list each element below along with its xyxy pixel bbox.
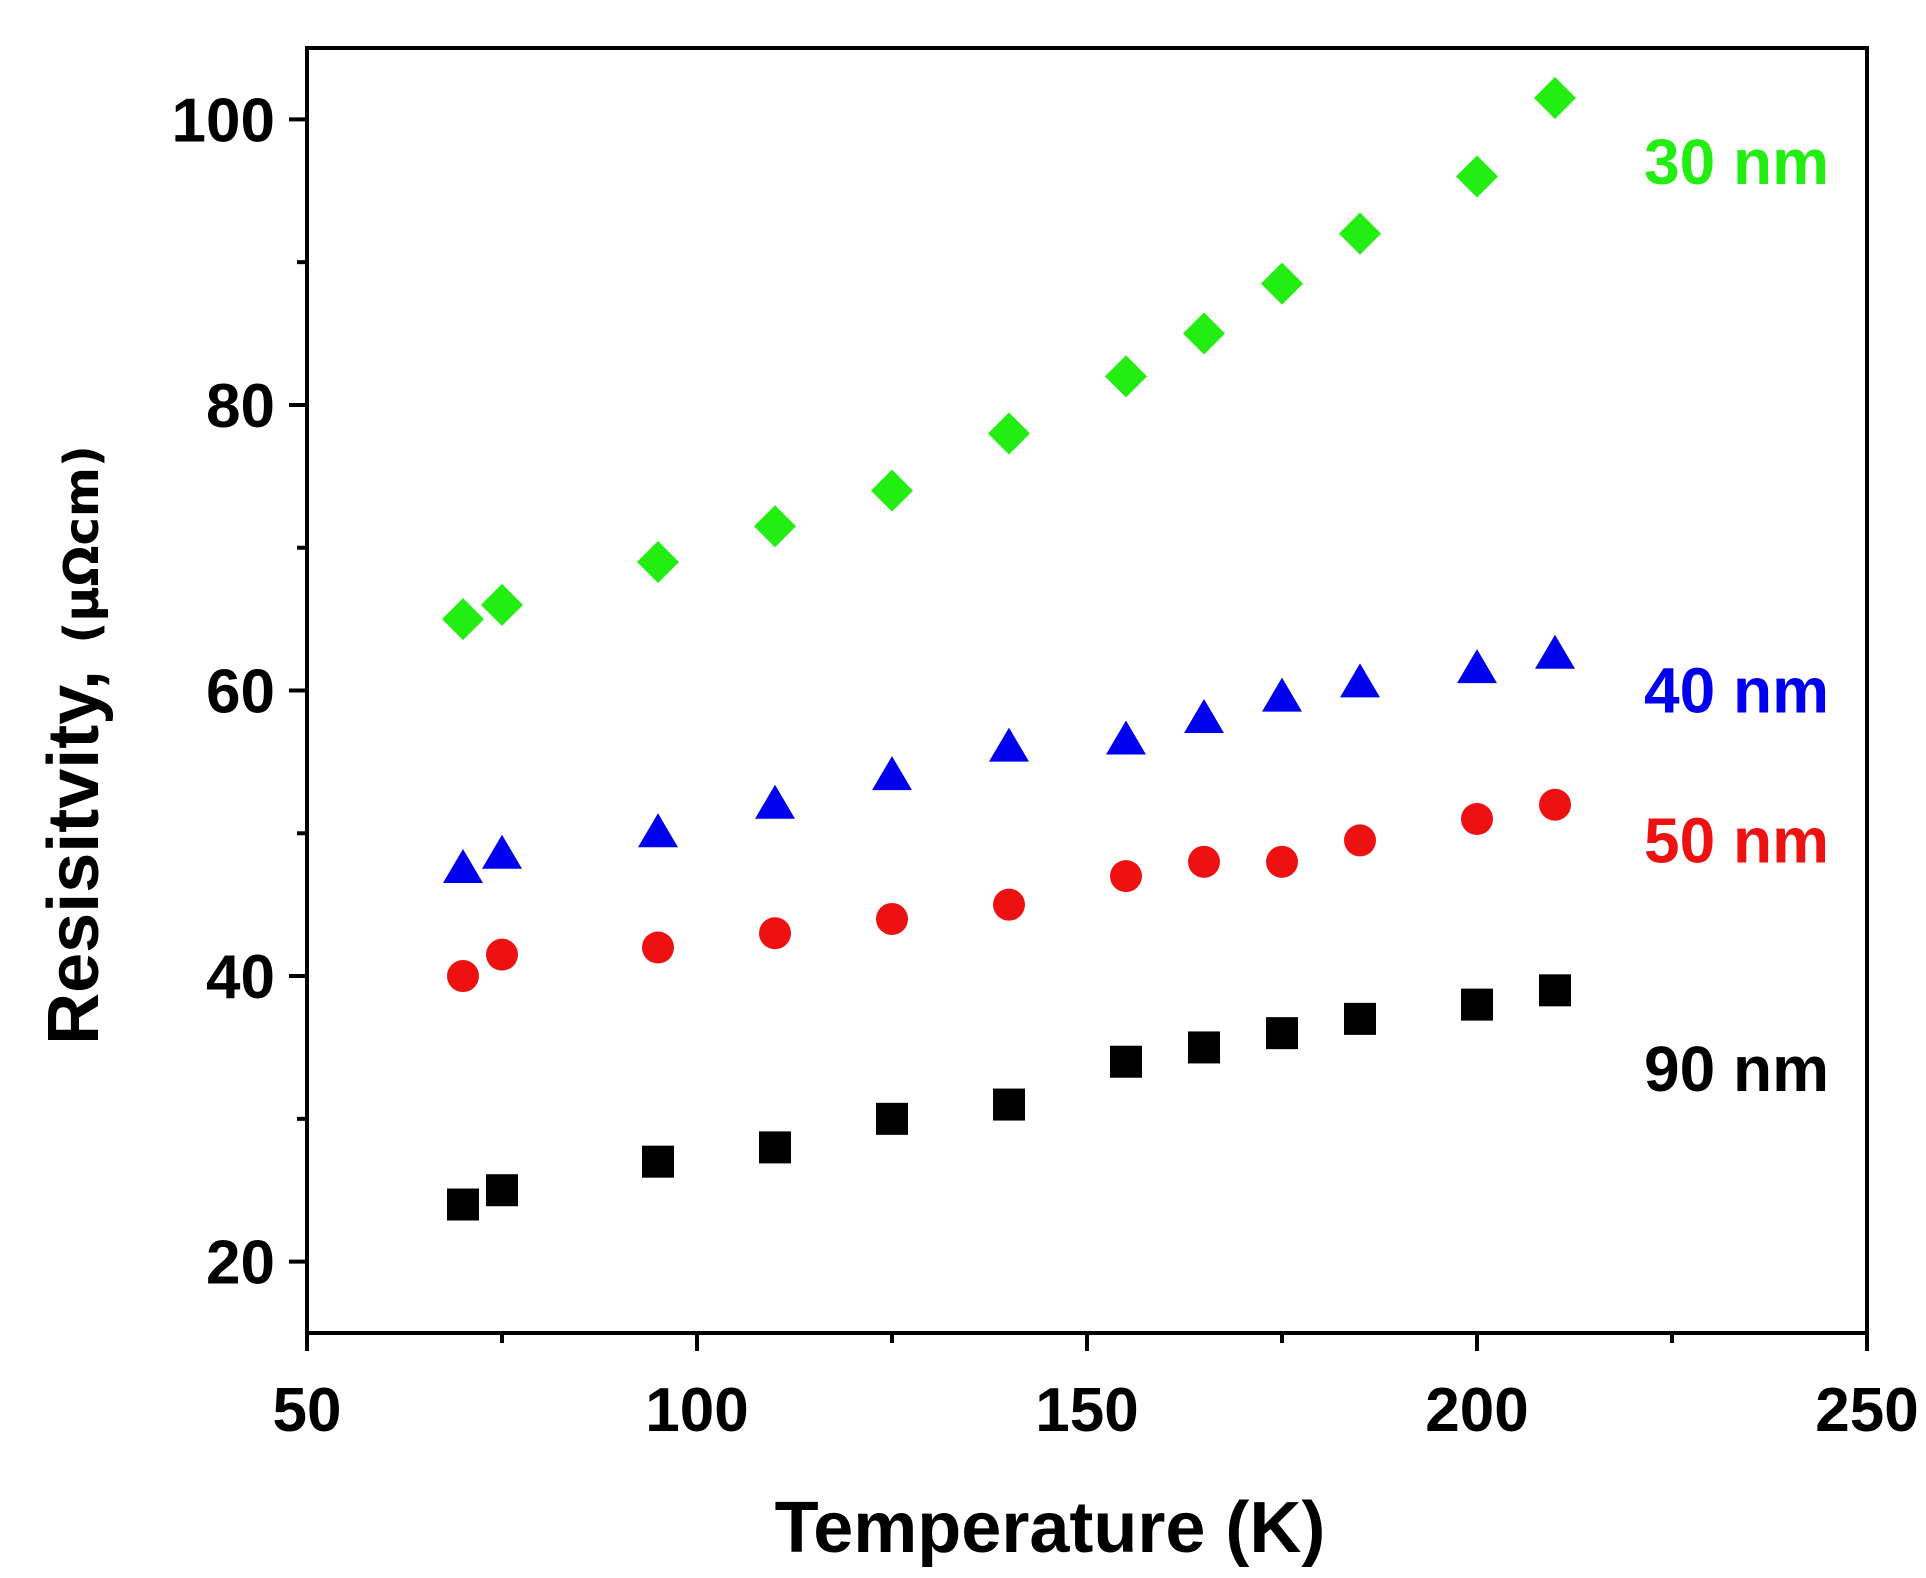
- diamond-point: [871, 469, 913, 512]
- triangle-point: [872, 756, 912, 791]
- square-point: [447, 1188, 479, 1221]
- y-tick-label: 40: [206, 943, 275, 1012]
- x-tick-label: 100: [645, 1376, 748, 1445]
- circle-point: [486, 938, 518, 971]
- series-triangle-group: [443, 634, 1575, 883]
- x-tick-label: 200: [1425, 1376, 1528, 1445]
- circle-point: [1539, 788, 1571, 821]
- diamond-point: [637, 541, 679, 583]
- diamond-point: [1534, 76, 1576, 119]
- circle-point: [1110, 860, 1142, 893]
- circle-point: [1266, 845, 1298, 878]
- tick-labels: 50 100 150 200 250 20 40 60 80 100: [172, 86, 1919, 1445]
- square-point: [642, 1145, 674, 1178]
- square-point: [1344, 1002, 1376, 1035]
- triangle-point: [1262, 677, 1302, 712]
- diamond-point: [754, 505, 796, 548]
- square-point: [1188, 1031, 1220, 1064]
- circle-point: [1461, 803, 1493, 835]
- y-axis-unit: (μΩcm): [54, 445, 110, 643]
- data-points: [442, 76, 1576, 1221]
- circle-point: [1344, 824, 1376, 857]
- triangle-point: [1457, 649, 1497, 684]
- series-label-square: 90 nm: [1644, 1033, 1829, 1105]
- x-tick-label: 150: [1035, 1376, 1138, 1445]
- triangle-point: [989, 727, 1029, 762]
- series-diamond-group: [442, 76, 1576, 641]
- triangle-point: [1535, 634, 1575, 669]
- square-point: [876, 1102, 908, 1135]
- diamond-point: [1456, 155, 1498, 198]
- x-axis-title: Temperature (K): [775, 1488, 1326, 1568]
- square-point: [1110, 1045, 1142, 1078]
- triangle-point: [755, 784, 795, 819]
- circle-point: [642, 931, 674, 964]
- triangle-point: [1106, 720, 1146, 755]
- square-point: [1266, 1017, 1298, 1050]
- triangle-point: [482, 834, 522, 869]
- y-axis-title: Resisitvity,: [34, 670, 114, 1045]
- series-labels: 30 nm 40 nm 50 nm 90 nm: [1644, 126, 1829, 1105]
- diamond-point: [1339, 212, 1381, 255]
- series-label-triangle: 40 nm: [1644, 655, 1829, 727]
- square-point: [1539, 974, 1571, 1007]
- diamond-point: [1261, 262, 1303, 305]
- triangle-point: [1340, 663, 1380, 698]
- series-label-circle: 50 nm: [1644, 804, 1829, 876]
- y-tick-label: 60: [206, 658, 275, 727]
- y-tick-label: 80: [206, 372, 275, 441]
- y-axis-title-full: Resisitvity, (μΩcm): [34, 445, 114, 1045]
- plot-frame: [305, 46, 1869, 1335]
- diamond-point: [481, 583, 523, 626]
- circle-point: [759, 917, 791, 950]
- square-point: [486, 1174, 518, 1207]
- y-axis-title-group: Resisitvity, (μΩcm): [34, 445, 114, 1045]
- circle-point: [447, 960, 479, 993]
- triangle-point: [638, 813, 678, 848]
- y-tick-label: 20: [206, 1229, 275, 1298]
- x-tick-label: 250: [1815, 1376, 1918, 1445]
- diamond-point: [1105, 355, 1147, 398]
- series-circle-group: [447, 788, 1571, 993]
- circle-point: [876, 902, 908, 935]
- series-label-diamond: 30 nm: [1644, 126, 1829, 198]
- series-square-group: [447, 974, 1571, 1221]
- x-tick-label: 50: [273, 1376, 342, 1445]
- circle-point: [1188, 845, 1220, 878]
- square-point: [759, 1131, 791, 1164]
- diamond-point: [988, 412, 1030, 455]
- y-tick-label: 100: [172, 86, 275, 155]
- square-point: [1461, 988, 1493, 1021]
- diamond-point: [442, 598, 484, 641]
- square-point: [993, 1088, 1025, 1121]
- triangle-point: [1184, 699, 1224, 734]
- triangle-point: [443, 848, 483, 883]
- circle-point: [993, 888, 1025, 921]
- diamond-point: [1183, 312, 1225, 355]
